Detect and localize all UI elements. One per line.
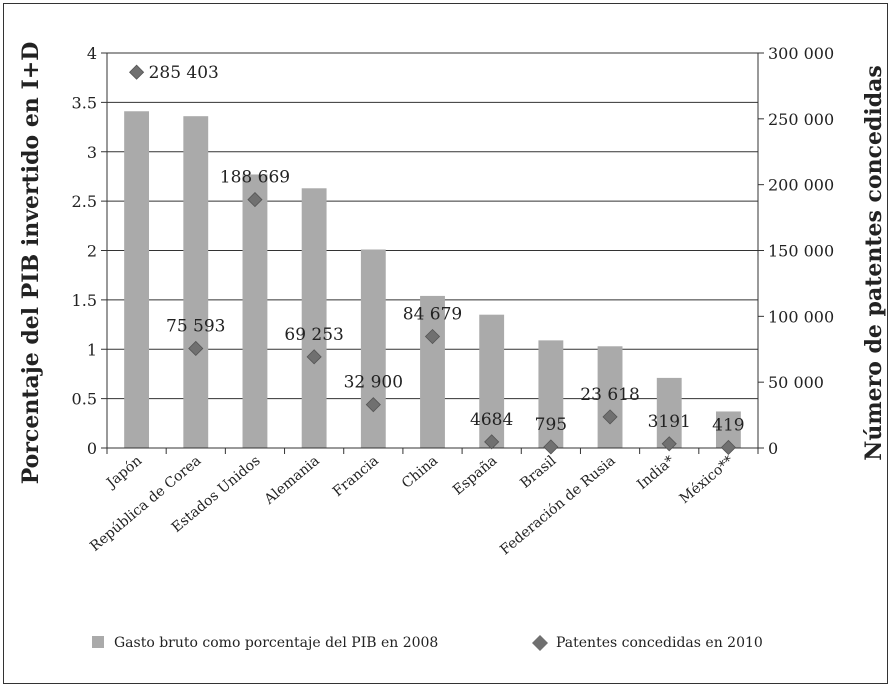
patent-data-label: 419 bbox=[712, 415, 744, 435]
axes bbox=[101, 52, 764, 454]
y-left-tick-label: 2 bbox=[87, 242, 97, 261]
patent-data-label: 795 bbox=[535, 415, 567, 435]
data-labels: 285 403 75 593 188 669 69 253 32 900 84 679 46… bbox=[149, 63, 745, 435]
legend-bar-label: Gasto bruto como porcentaje del PIB en 2… bbox=[114, 635, 438, 651]
bar bbox=[538, 340, 564, 448]
patent-marker bbox=[129, 64, 145, 80]
patent-marker bbox=[661, 436, 677, 452]
bar bbox=[124, 111, 150, 448]
y-right-tick-label: 0 bbox=[768, 439, 778, 458]
category-label: Brasil bbox=[517, 452, 559, 491]
bar bbox=[301, 188, 327, 448]
patent-data-label: 84 679 bbox=[403, 305, 462, 325]
patent-marker bbox=[188, 340, 204, 357]
tick-labels: 0 0.5 1 1.5 2 2.5 3 3.5 4 0 50 000 100 000 150 000 20… bbox=[72, 44, 835, 458]
y-right-tick-label: 150 000 bbox=[768, 242, 834, 261]
category-label: Federación de Rusia bbox=[497, 453, 618, 558]
patent-data-label: 4684 bbox=[470, 410, 513, 430]
patent-marker bbox=[424, 328, 441, 345]
bar bbox=[183, 116, 209, 448]
y-left-tick-label: 4 bbox=[87, 44, 97, 63]
y-left-tick-label: 3 bbox=[87, 143, 97, 162]
y-left-tick-label: 3.5 bbox=[72, 93, 97, 112]
category-label: India* bbox=[634, 453, 677, 493]
patent-data-label: 188 669 bbox=[220, 168, 290, 188]
gridlines bbox=[107, 52, 758, 400]
patent-data-label: 23 618 bbox=[580, 385, 639, 405]
y-right-tick-label: 200 000 bbox=[768, 176, 834, 195]
patent-marker bbox=[247, 192, 263, 208]
patent-data-label: 3191 bbox=[648, 412, 691, 432]
legend-diamond-swatch bbox=[532, 635, 548, 651]
category-label: México** bbox=[677, 453, 737, 507]
y-right-tick-label: 50 000 bbox=[768, 373, 824, 392]
y-right-tick-label: 100 000 bbox=[768, 307, 834, 326]
chart-frame bbox=[3, 3, 888, 684]
y-left-tick-label: 1.5 bbox=[72, 291, 97, 310]
bar-series bbox=[124, 111, 741, 448]
y-left-tick-label: 0.5 bbox=[72, 390, 97, 409]
category-label: Alemania bbox=[261, 453, 323, 509]
patent-marker bbox=[365, 397, 381, 413]
patent-data-label: 75 593 bbox=[166, 316, 225, 336]
bar bbox=[479, 314, 505, 448]
legend-diamond-label: Patentes concedidas en 2010 bbox=[556, 635, 763, 651]
category-label: Francia bbox=[330, 453, 382, 500]
bar bbox=[360, 249, 386, 448]
patent-markers bbox=[129, 64, 736, 456]
patent-marker bbox=[720, 439, 736, 456]
bar bbox=[420, 295, 445, 448]
bar bbox=[597, 346, 623, 448]
y-right-tick-label: 300 000 bbox=[768, 44, 834, 63]
patent-marker bbox=[484, 434, 500, 450]
patent-data-label: 285 403 bbox=[149, 63, 219, 83]
legend: Gasto bruto como porcentaje del PIB en 2… bbox=[92, 635, 763, 651]
patent-marker bbox=[306, 349, 322, 365]
y-left-tick-label: 2.5 bbox=[72, 192, 97, 211]
category-label: Japón bbox=[102, 453, 145, 492]
y-right-tick-label: 250 000 bbox=[768, 110, 834, 129]
y-axis-right-title: Número de patentes concedidas bbox=[861, 65, 887, 461]
patent-marker bbox=[602, 409, 618, 425]
legend-bar-swatch bbox=[92, 636, 104, 648]
bar bbox=[242, 174, 268, 448]
y-axis-left-title: Porcentaje del PIB invertido en I+D bbox=[18, 42, 44, 485]
category-label: China bbox=[399, 453, 441, 492]
patent-data-label: 69 253 bbox=[284, 325, 343, 345]
y-left-tick-label: 1 bbox=[87, 340, 97, 359]
patent-marker bbox=[543, 439, 559, 455]
category-label: España bbox=[450, 453, 500, 499]
patent-data-label: 32 900 bbox=[344, 373, 403, 393]
category-label: República de Corea bbox=[87, 453, 204, 555]
y-left-tick-label: 0 bbox=[87, 439, 97, 458]
